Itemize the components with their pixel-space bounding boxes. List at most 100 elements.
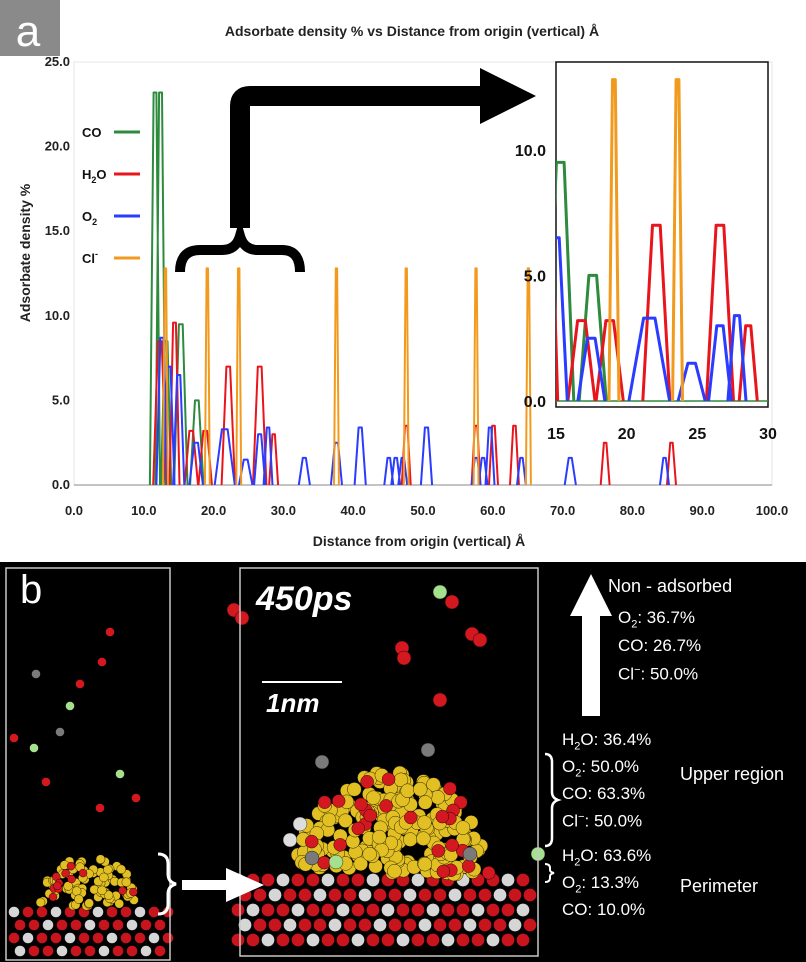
slab-atom bbox=[403, 888, 417, 902]
slab-atom bbox=[238, 918, 252, 932]
gold-atom bbox=[372, 829, 387, 845]
gold-atom bbox=[413, 782, 428, 797]
series-line-o2 bbox=[155, 336, 670, 486]
small-slab-atom bbox=[134, 932, 146, 944]
small-gas-atom bbox=[95, 803, 105, 813]
small-slab-atom bbox=[28, 919, 40, 931]
small-slab-atom bbox=[92, 932, 104, 944]
small-gold-atom bbox=[95, 854, 106, 864]
upper-region-line: CO: 63.3% bbox=[562, 784, 646, 803]
adsorbate-atom bbox=[443, 781, 457, 796]
y-tick-label: 5.0 bbox=[52, 392, 70, 407]
slab-atom bbox=[486, 903, 500, 917]
small-slab-atom bbox=[148, 906, 160, 918]
small-cell-frame bbox=[5, 567, 171, 961]
edge-atom bbox=[420, 742, 436, 758]
slab-atom bbox=[373, 888, 387, 902]
slab-atom bbox=[336, 903, 350, 917]
small-slab-atom bbox=[112, 919, 124, 931]
inset-series bbox=[556, 78, 759, 402]
slab-atom bbox=[306, 873, 320, 887]
adsorbate-atom bbox=[317, 855, 331, 870]
legend-label-co: CO bbox=[82, 125, 102, 140]
edge-atom bbox=[282, 832, 298, 848]
small-slab-atom bbox=[8, 906, 20, 918]
small-slab-atom bbox=[162, 932, 174, 944]
small-gas-atom bbox=[105, 627, 115, 637]
slab-atom bbox=[441, 903, 455, 917]
small-gold-atom bbox=[116, 864, 126, 874]
y-axis-label: Adsorbate density % bbox=[17, 183, 33, 322]
slab-atom bbox=[276, 933, 290, 947]
slab-atom bbox=[276, 903, 290, 917]
small-slab-atom bbox=[120, 906, 132, 918]
slab-atom bbox=[276, 873, 290, 887]
slab-atom bbox=[523, 888, 537, 902]
slab-atom bbox=[403, 918, 417, 932]
adsorbate-atom bbox=[354, 797, 368, 812]
slab-atom bbox=[508, 888, 522, 902]
adsorbate-atom bbox=[381, 772, 396, 786]
adsorbate-atom bbox=[445, 838, 459, 852]
small-gold-atom bbox=[121, 877, 132, 887]
small-slab-atom bbox=[154, 945, 166, 957]
chart-tick-labels: 0.0 10.0 20.0 30.0 40.0 50.0 60.0 70.0 80.0 90.0 1… bbox=[45, 54, 789, 518]
slab-atom bbox=[456, 933, 470, 947]
chart-legend: CO H2O O2 Cl- bbox=[82, 125, 140, 266]
non-adsorbed-title: Non - adsorbed bbox=[608, 576, 733, 596]
slab-atom bbox=[343, 888, 357, 902]
small-adsorbate-atom bbox=[78, 868, 88, 878]
slab-atom bbox=[396, 903, 410, 917]
adsorbate-atom bbox=[404, 810, 418, 825]
gold-atom bbox=[455, 820, 471, 835]
small-slab-atom bbox=[28, 945, 40, 957]
small-gold-atom bbox=[97, 885, 107, 896]
edge-atom bbox=[304, 850, 320, 866]
small-adsorbate-atom bbox=[48, 892, 58, 902]
small-slab-atom bbox=[22, 932, 34, 944]
slab-atom bbox=[246, 933, 260, 947]
slab-atom bbox=[328, 918, 342, 932]
slab-atom bbox=[411, 933, 425, 947]
y-tick-label: 0.0 bbox=[52, 477, 70, 492]
large-cell-frame bbox=[239, 567, 539, 957]
small-gas-atom bbox=[9, 733, 19, 743]
small-slab-atom bbox=[42, 945, 54, 957]
slab-atom bbox=[471, 933, 485, 947]
slab-atom bbox=[268, 918, 282, 932]
small-gas-atom bbox=[31, 669, 41, 679]
gold-atom bbox=[400, 783, 415, 798]
bracket-arrow-icon bbox=[230, 86, 482, 228]
small-adsorbate-atom bbox=[61, 869, 70, 878]
slab-atom bbox=[313, 888, 327, 902]
gold-atom bbox=[403, 832, 418, 847]
slab-atom bbox=[501, 933, 515, 947]
x-tick-label: 90.0 bbox=[690, 503, 715, 518]
slab-atom bbox=[381, 903, 395, 917]
adsorbate-atom bbox=[379, 799, 393, 813]
panel-letter: a bbox=[16, 7, 41, 56]
slab-atom bbox=[313, 918, 327, 932]
gas-atom bbox=[234, 610, 250, 626]
slab-atom bbox=[411, 873, 425, 887]
slab-atom bbox=[493, 888, 507, 902]
slab-atom bbox=[298, 888, 312, 902]
slab-atom bbox=[246, 903, 260, 917]
x-tick-label: 20.0 bbox=[201, 503, 226, 518]
small-slab-atom bbox=[140, 945, 152, 957]
slab-atom bbox=[231, 903, 245, 917]
edge-atom bbox=[314, 754, 330, 770]
slab-atom bbox=[306, 903, 320, 917]
small-slab-atom bbox=[8, 932, 20, 944]
small-gas-atom bbox=[97, 657, 107, 667]
small-adsorbate-atom bbox=[67, 874, 76, 884]
small-slab-atom bbox=[92, 906, 104, 918]
gold-atom bbox=[417, 815, 432, 830]
zoom-arrow-head-icon bbox=[226, 868, 264, 902]
slab-atom bbox=[388, 888, 402, 902]
slab-atom bbox=[388, 918, 402, 932]
up-arrow-shaft-icon bbox=[582, 612, 600, 716]
panel-b: b 450ps 1nm Non - adsorbed O2: 36.7% CO: … bbox=[0, 562, 806, 962]
slab-atom bbox=[261, 903, 275, 917]
edge-atom bbox=[462, 846, 478, 862]
